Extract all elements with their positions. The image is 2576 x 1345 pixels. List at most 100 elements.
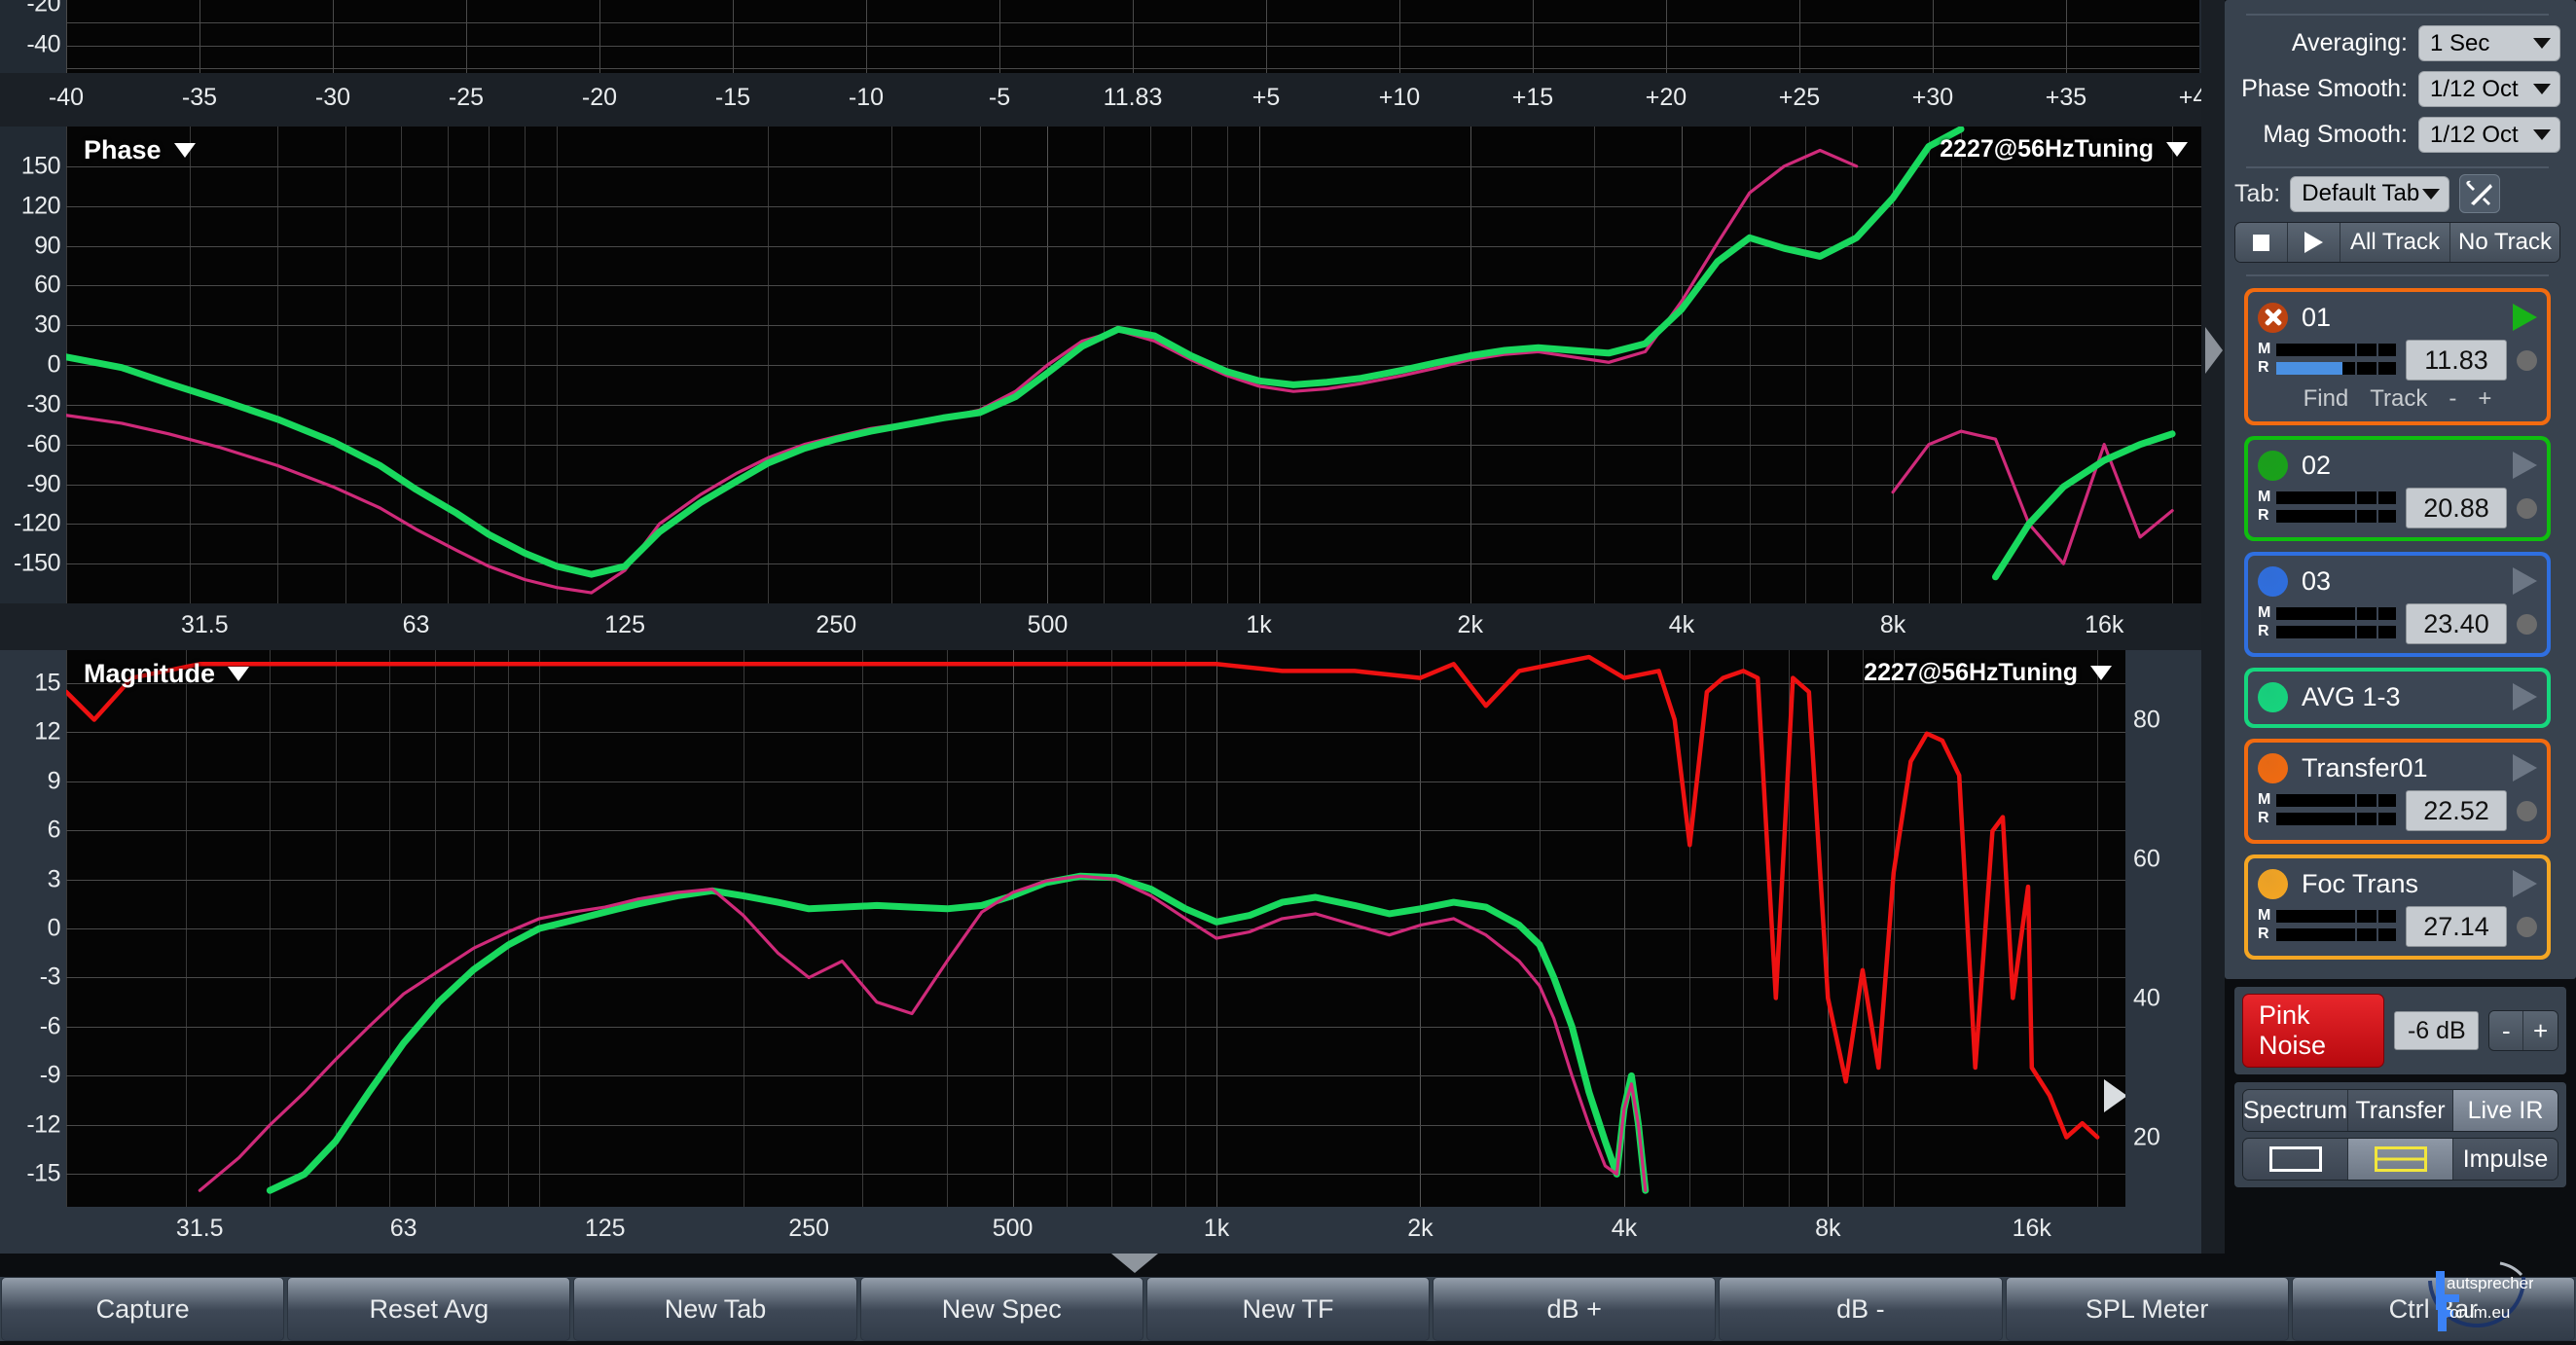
stop-button[interactable]	[2235, 223, 2288, 262]
meter-r: R	[2258, 926, 2396, 942]
command-button-capture[interactable]: Capture	[1, 1277, 285, 1341]
axis-tick-label: 12	[34, 717, 60, 745]
track-item-03[interactable]: 03 M R 23.40	[2244, 552, 2551, 657]
phase-smooth-select[interactable]: 1/12 Oct	[2418, 71, 2560, 107]
meter-segment	[2355, 606, 2358, 620]
all-track-button[interactable]: All Track	[2340, 223, 2450, 262]
tab-spectrum[interactable]: Spectrum	[2243, 1090, 2348, 1131]
track-delay-value[interactable]: 22.52	[2406, 790, 2507, 831]
pink-noise-button[interactable]: Pink Noise	[2242, 994, 2385, 1068]
meter-r: R	[2258, 810, 2396, 826]
command-button-db[interactable]: dB +	[1433, 1277, 1717, 1341]
track-color-dot-icon[interactable]	[2258, 565, 2288, 597]
generator-level-field[interactable]: -6 dB	[2394, 1011, 2480, 1050]
track-button[interactable]: Track	[2370, 385, 2428, 412]
grid-line	[66, 830, 2125, 832]
track-color-dot-icon[interactable]	[2258, 868, 2288, 899]
plot-canvas	[66, 127, 2176, 595]
command-button-db[interactable]: dB -	[1719, 1277, 2003, 1341]
tab-settings-button[interactable]	[2459, 174, 2501, 213]
mag-smooth-label: Mag Smooth:	[2263, 121, 2408, 148]
phase-frequency-axis: 31.5 63 125 250 500 1k 2k 4k 8k 16k	[0, 603, 2201, 650]
track-play-icon[interactable]	[2513, 567, 2537, 595]
time-axis-tick: +30	[1911, 84, 1954, 111]
command-button-ctrl-bar[interactable]: Ctrl Bar	[2291, 1277, 2575, 1341]
track-item-foc-trans[interactable]: Foc Trans M R 27.14	[2244, 854, 2551, 960]
layout-single-pane-button[interactable]	[2243, 1139, 2348, 1180]
axis-tick-label: 6	[47, 816, 61, 844]
track-close-icon[interactable]	[2258, 302, 2288, 333]
track-delay-value[interactable]: 27.14	[2406, 906, 2507, 947]
play-button[interactable]	[2288, 223, 2340, 262]
grid-line	[66, 205, 2201, 207]
view-tabs-section: Spectrum Transfer Live IR Impulse	[2234, 1082, 2566, 1187]
meter-m-label: M	[2258, 489, 2271, 505]
track-body: Foc Trans M R 27.14	[2248, 858, 2547, 956]
command-button-new-tab[interactable]: New Tab	[573, 1277, 857, 1341]
command-button-new-spec[interactable]: New Spec	[859, 1277, 1143, 1341]
phase-trace-selector[interactable]: 2227@56HzTuning	[1940, 135, 2188, 164]
track-item-01[interactable]: 01 M R 11.83 Find Track - +	[2244, 288, 2551, 425]
phase-smooth-label: Phase Smooth:	[2241, 75, 2408, 102]
track-status-led-icon[interactable]	[2517, 613, 2537, 635]
level-increase-button[interactable]: +	[2523, 1011, 2558, 1050]
layout-split-pane-button[interactable]	[2348, 1139, 2453, 1180]
averaging-select[interactable]: 1 Sec	[2418, 25, 2560, 61]
track-play-icon[interactable]	[2513, 452, 2537, 479]
track-delay-value[interactable]: 23.40	[2406, 603, 2507, 644]
time-axis-tick: +5	[1252, 84, 1281, 111]
tab-select[interactable]: Default Tab	[2290, 175, 2450, 212]
collapse-sidebar-arrow[interactable]	[2205, 327, 2223, 374]
track-item-transfer01[interactable]: Transfer01 M R 22.52	[2244, 739, 2551, 844]
meter-segment	[2355, 909, 2358, 923]
no-track-button[interactable]: No Track	[2450, 223, 2559, 262]
track-play-icon[interactable]	[2513, 870, 2537, 897]
level-decrease-button[interactable]: -	[2489, 1011, 2524, 1050]
tab-impulse[interactable]: Impulse	[2453, 1139, 2558, 1180]
mag-smooth-select[interactable]: 1/12 Oct	[2418, 117, 2560, 153]
live-ir-plot[interactable]	[66, 0, 2199, 73]
track-color-dot-icon[interactable]	[2258, 450, 2288, 481]
spl-level-marker-icon[interactable]	[2104, 1078, 2125, 1112]
phase-plot[interactable]: Phase 2227@56HzTuning	[66, 127, 2201, 603]
command-button-new-tf[interactable]: New TF	[1145, 1277, 1431, 1341]
command-button-spl-meter[interactable]: SPL Meter	[2005, 1277, 2289, 1341]
track-item-avg-1-3[interactable]: AVG 1-3	[2244, 668, 2551, 728]
magnitude-trace-selector[interactable]: 2227@56HzTuning	[1864, 659, 2112, 687]
track-color-dot-icon[interactable]	[2258, 681, 2288, 712]
magnitude-pane-label[interactable]: Magnitude	[84, 659, 249, 689]
magnitude-plot[interactable]: Magnitude 2227@56HzTuning	[66, 650, 2125, 1207]
chevron-down-icon[interactable]	[2090, 666, 2112, 680]
track-status-led-icon[interactable]	[2517, 800, 2537, 821]
track-body: 02 M R 20.88	[2248, 440, 2547, 537]
track-status-led-icon[interactable]	[2517, 916, 2537, 937]
track-item-02[interactable]: 02 M R 20.88	[2244, 436, 2551, 541]
chevron-down-icon[interactable]	[2166, 142, 2188, 157]
track-delay-value[interactable]: 20.88	[2406, 488, 2507, 528]
tab-live-ir[interactable]: Live IR	[2453, 1090, 2558, 1131]
track-status-led-icon[interactable]	[2517, 497, 2537, 519]
grid-line	[66, 682, 2125, 684]
find-button[interactable]: Find	[2303, 385, 2349, 412]
delay-increase-button[interactable]: +	[2478, 385, 2492, 412]
track-play-icon[interactable]	[2513, 304, 2537, 331]
live-ir-y-axis: -20 -40	[0, 0, 66, 73]
phase-pane: 150 120 90 60 30 0 -30 -60 -90 -120 -150 Phase 222…	[0, 127, 2201, 603]
track-meters: M R 23.40	[2258, 603, 2537, 644]
delay-decrease-button[interactable]: -	[2449, 385, 2457, 412]
track-play-icon[interactable]	[2513, 683, 2537, 710]
grid-line	[66, 404, 2201, 406]
track-play-icon[interactable]	[2513, 754, 2537, 782]
bottom-bar-collapse-handle[interactable]	[1111, 1254, 1158, 1273]
tab-transfer[interactable]: Transfer	[2348, 1090, 2453, 1131]
track-status-led-icon[interactable]	[2517, 349, 2537, 371]
axis-tick-label: 120	[20, 192, 61, 220]
phase-pane-label[interactable]: Phase	[84, 135, 196, 165]
command-button-reset-avg[interactable]: Reset Avg	[287, 1277, 571, 1341]
meter-r-bar	[2276, 509, 2396, 523]
track-color-dot-icon[interactable]	[2258, 752, 2288, 783]
track-delay-value[interactable]: 11.83	[2406, 340, 2507, 381]
chevron-down-icon[interactable]	[173, 143, 196, 158]
meter-r: R	[2258, 359, 2396, 376]
chevron-down-icon[interactable]	[228, 667, 249, 681]
